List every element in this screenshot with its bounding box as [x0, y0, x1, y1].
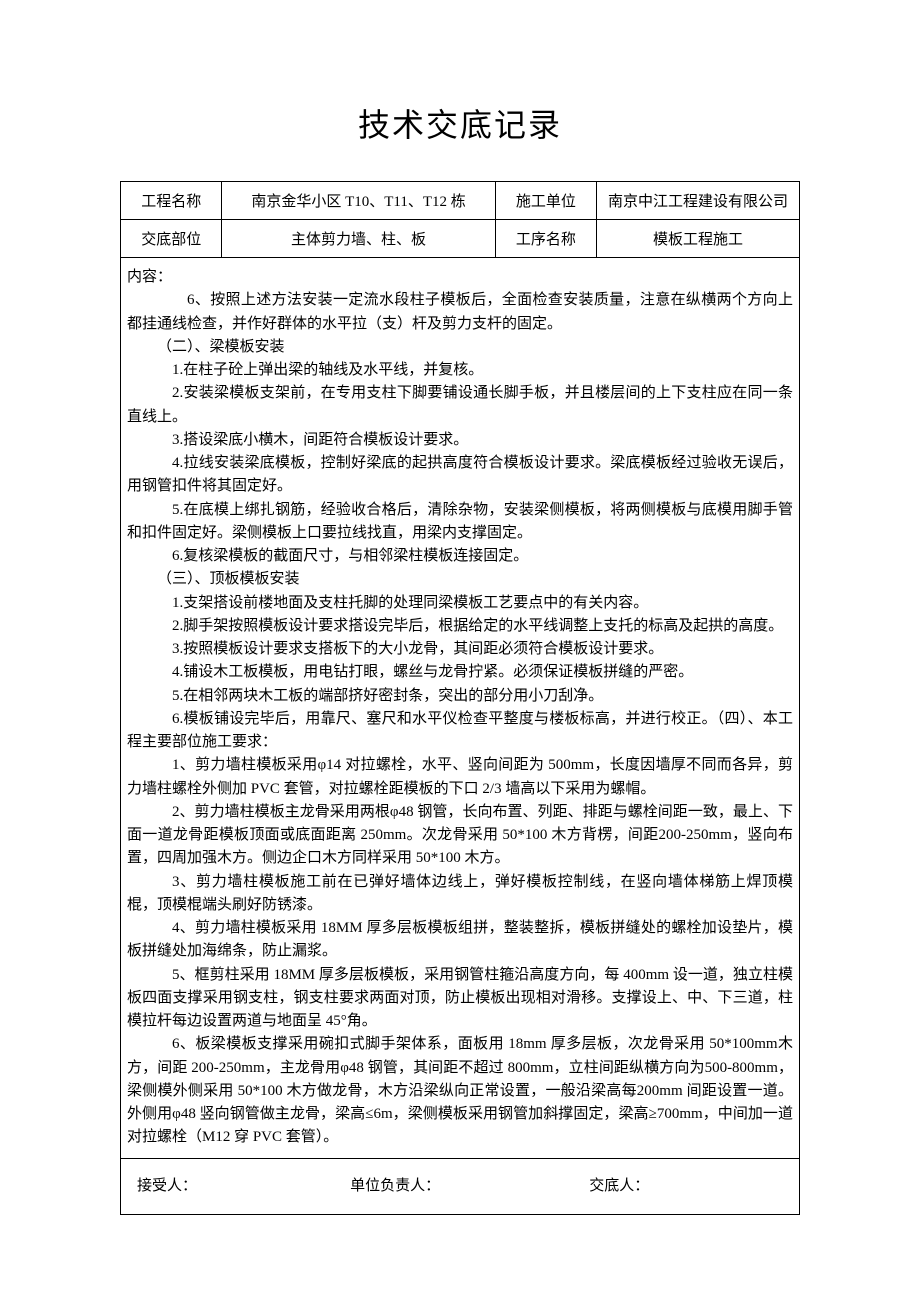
footer-row: 接受人： 单位负责人： 交底人：: [121, 1158, 800, 1214]
content-heading: 内容：: [127, 266, 793, 289]
document-page: 技术交底记录 工程名称 南京金华小区 T10、T11、T12 栋 施工单位 南京…: [0, 0, 920, 1302]
label-process-name: 工序名称: [495, 220, 596, 258]
section-2-item-4: 4.拉线安装梁底模板，控制好梁底的起拱高度符合模板设计要求。梁底模板经过验收无误…: [127, 452, 793, 499]
discloser-label: 交底人：: [589, 1175, 783, 1198]
unit-leader-label: 单位负责人：: [350, 1175, 589, 1198]
value-disclosure-part: 主体剪力墙、柱、板: [222, 220, 495, 258]
section-4-item-3: 3、剪力墙柱模板施工前在已弹好墙体边线上，弹好模板控制线，在竖向墙体梯筋上焊顶模…: [127, 871, 793, 918]
section-3-item-3: 3.按照模板设计要求支搭板下的大小龙骨，其间距必须符合模板设计要求。: [127, 638, 793, 661]
record-table: 工程名称 南京金华小区 T10、T11、T12 栋 施工单位 南京中江工程建设有…: [120, 181, 800, 1215]
header-row-2: 交底部位 主体剪力墙、柱、板 工序名称 模板工程施工: [121, 220, 800, 258]
section-3-title: （三）、顶板模板安装: [127, 568, 793, 591]
receiver-label: 接受人：: [137, 1175, 350, 1198]
section-2-item-3: 3.搭设梁底小横木，间距符合模板设计要求。: [127, 429, 793, 452]
signature-cell: 接受人： 单位负责人： 交底人：: [121, 1158, 800, 1214]
label-construction-unit: 施工单位: [495, 182, 596, 220]
section-4-item-5: 5、框剪柱采用 18MM 厚多层板模板，采用钢管柱箍沿高度方向，每 400mm …: [127, 964, 793, 1034]
section-2-item-6: 6.复核梁模板的截面尺寸，与相邻梁柱模板连接固定。: [127, 545, 793, 568]
section-2-item-5: 5.在底模上绑扎钢筋，经验收合格后，清除杂物，安装梁侧模板，将两侧模板与底模用脚…: [127, 499, 793, 546]
content-row: 内容： 6、按照上述方法安装一定流水段柱子模板后，全面检查安装质量，注意在纵横两…: [121, 258, 800, 1159]
label-disclosure-part: 交底部位: [121, 220, 222, 258]
section-4-item-2: 2、剪力墙柱模板主龙骨采用两根φ48 钢管，长向布置、列距、排距与螺栓间距一致，…: [127, 801, 793, 871]
section-4-item-4: 4、剪力墙柱模板采用 18MM 厚多层板模板组拼，整装整拆，模板拼缝处的螺栓加设…: [127, 917, 793, 964]
section-2-item-1: 1.在柱子砼上弹出梁的轴线及水平线，并复核。: [127, 359, 793, 382]
content-body: 内容： 6、按照上述方法安装一定流水段柱子模板后，全面检查安装质量，注意在纵横两…: [121, 258, 800, 1159]
document-title: 技术交底记录: [120, 100, 800, 146]
section-4-item-6: 6、板梁模板支撑采用碗扣式脚手架体系，面板用 18mm 厚多层板，次龙骨采用 5…: [127, 1033, 793, 1149]
section-3-item-2: 2.脚手架按照模板设计要求搭设完毕后，根据给定的水平线调整上支托的标高及起拱的高…: [127, 615, 793, 638]
section-2-item-2: 2.安装梁模板支架前，在专用支柱下脚要铺设通长脚手板，并且楼层间的上下支柱应在同…: [127, 382, 793, 429]
value-construction-unit: 南京中江工程建设有限公司: [597, 182, 800, 220]
section-3-item-1: 1.支架搭设前楼地面及支柱托脚的处理同梁模板工艺要点中的有关内容。: [127, 592, 793, 615]
value-project-name: 南京金华小区 T10、T11、T12 栋: [222, 182, 495, 220]
section-3-item-4: 4.铺设木工板模板，用电钻打眼，螺丝与龙骨拧紧。必须保证模板拼缝的严密。: [127, 661, 793, 684]
section-2-title: （二）、梁模板安装: [127, 336, 793, 359]
header-row-1: 工程名称 南京金华小区 T10、T11、T12 栋 施工单位 南京中江工程建设有…: [121, 182, 800, 220]
section-3-item-5: 5.在相邻两块木工板的端部挤好密封条，突出的部分用小刀刮净。: [127, 685, 793, 708]
section-4-item-1: 1、剪力墙柱模板采用φ14 对拉螺栓，水平、竖向间距为 500mm，长度因墙厚不…: [127, 754, 793, 801]
value-process-name: 模板工程施工: [597, 220, 800, 258]
label-project-name: 工程名称: [121, 182, 222, 220]
section-3-item-6: 6.模板铺设完毕后，用靠尺、塞尺和水平仪检查平整度与楼板标高，并进行校正。（四）…: [127, 708, 793, 755]
paragraph-6: 6、按照上述方法安装一定流水段柱子模板后，全面检查安装质量，注意在纵横两个方向上…: [127, 289, 793, 336]
